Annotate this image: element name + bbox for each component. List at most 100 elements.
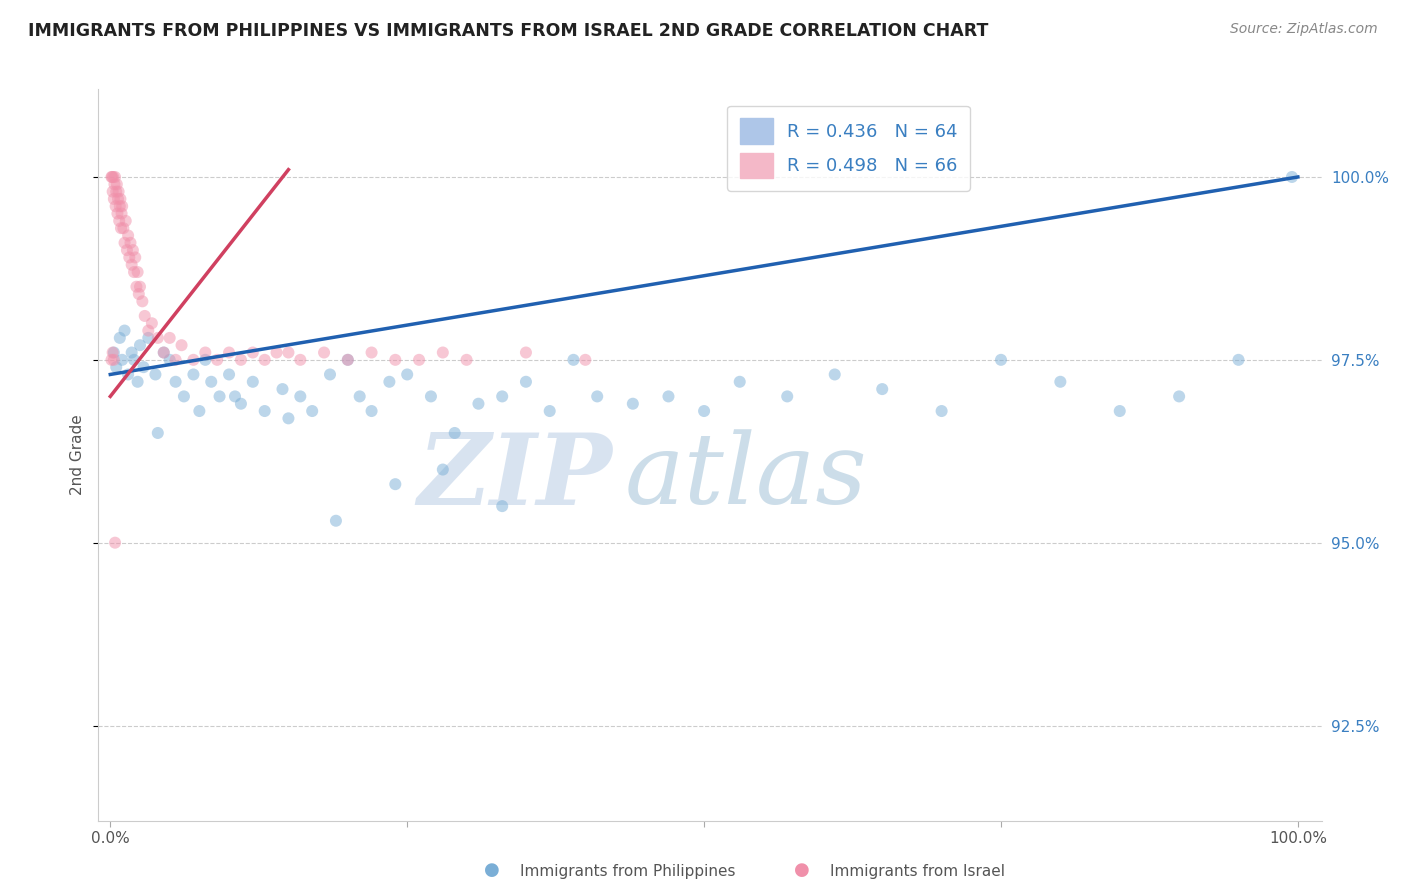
Point [194,345,217,359]
Point [108,331,131,345]
Point [103,345,125,359]
Point [336,352,359,367]
Point [728,375,751,389]
Point [229,352,252,367]
Point [121,345,143,359]
Point [325,514,347,528]
Legend: R = 0.436   N = 64, R = 0.498   N = 66: R = 0.436 N = 64, R = 0.498 N = 66 [727,105,970,191]
Point [360,345,382,359]
Point [105,360,128,375]
Point [824,368,846,382]
Point [129,279,152,293]
Point [396,368,419,382]
Point [420,389,443,403]
Text: Source: ZipAtlas.com: Source: ZipAtlas.com [1230,22,1378,37]
Y-axis label: 2nd Grade: 2nd Grade [70,415,86,495]
Point [129,338,152,352]
Point [218,368,240,382]
Point [229,397,252,411]
Point [277,411,299,425]
Point [1281,169,1303,184]
Point [103,192,125,206]
Point [538,404,561,418]
Point [111,352,134,367]
Point [218,345,240,359]
Point [103,178,125,192]
Point [290,389,312,403]
Point [515,375,537,389]
Point [562,352,585,367]
Point [108,214,131,228]
Point [170,338,193,352]
Point [111,199,134,213]
Point [114,214,136,228]
Point [456,352,478,367]
Point [121,258,143,272]
Point [408,352,430,367]
Point [117,228,139,243]
Point [115,243,138,257]
Point [112,221,135,235]
Point [132,360,155,375]
Point [159,352,181,367]
Point [110,192,132,206]
Point [118,251,141,265]
Point [188,404,211,418]
Point [107,185,129,199]
Point [125,279,148,293]
Point [870,382,893,396]
Point [122,352,145,367]
Point [384,352,406,367]
Point [1108,404,1130,418]
Point [128,287,150,301]
Point [105,178,128,192]
Point [290,352,312,367]
Point [621,397,644,411]
Text: Immigrants from Philippines: Immigrants from Philippines [520,863,735,879]
Text: ●: ● [484,861,501,879]
Point [152,345,174,359]
Point [108,199,131,213]
Text: atlas: atlas [624,429,868,524]
Point [124,251,146,265]
Point [931,404,953,418]
Point [208,389,231,403]
Point [990,352,1012,367]
Point [165,375,187,389]
Point [110,206,132,220]
Point [104,169,127,184]
Point [121,243,143,257]
Point [127,375,149,389]
Point [117,368,139,382]
Point [183,368,205,382]
Point [301,404,323,418]
Point [127,265,149,279]
Point [136,324,159,338]
Point [122,265,145,279]
Point [146,425,169,440]
Point [103,352,125,367]
Point [360,404,382,418]
Point [693,404,716,418]
Point [107,206,129,220]
Point [100,352,122,367]
Point [120,235,142,250]
Point [312,345,335,359]
Point [266,345,288,359]
Point [443,425,465,440]
Text: ●: ● [793,861,810,879]
Point [114,235,136,250]
Point [131,294,153,309]
Point [105,185,128,199]
Point [336,352,359,367]
Point [103,169,125,184]
Point [319,368,342,382]
Point [205,352,228,367]
Point [1227,352,1250,367]
Point [159,331,181,345]
Point [173,389,195,403]
Point [152,345,174,359]
Point [657,389,679,403]
Point [491,389,513,403]
Point [515,345,537,359]
